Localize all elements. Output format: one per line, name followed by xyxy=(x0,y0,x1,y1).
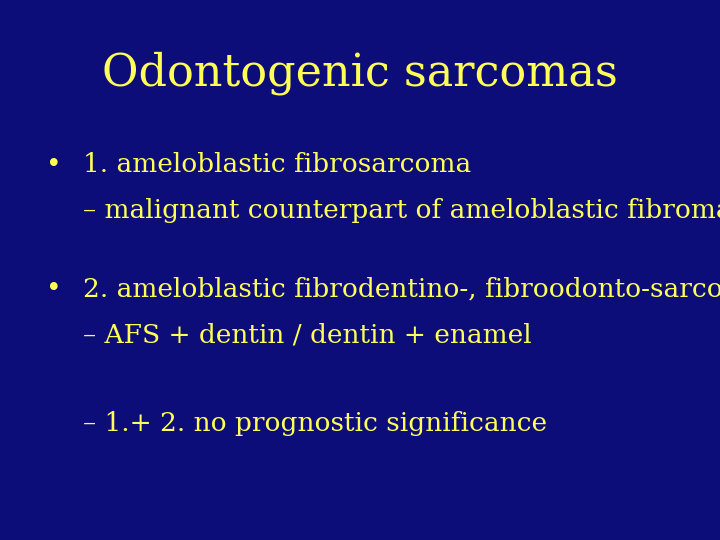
Text: 2. ameloblastic fibrodentino-, fibroodonto-sarcoma: 2. ameloblastic fibrodentino-, fibroodon… xyxy=(83,276,720,301)
Text: Odontogenic sarcomas: Odontogenic sarcomas xyxy=(102,51,618,94)
Text: •: • xyxy=(46,276,62,301)
Text: •: • xyxy=(46,152,62,177)
Text: 1. ameloblastic fibrosarcoma: 1. ameloblastic fibrosarcoma xyxy=(83,152,471,177)
Text: – 1.+ 2. no prognostic significance: – 1.+ 2. no prognostic significance xyxy=(83,411,547,436)
Text: – malignant counterpart of ameloblastic fibroma: – malignant counterpart of ameloblastic … xyxy=(83,198,720,223)
Text: – AFS + dentin / dentin + enamel: – AFS + dentin / dentin + enamel xyxy=(83,322,531,347)
